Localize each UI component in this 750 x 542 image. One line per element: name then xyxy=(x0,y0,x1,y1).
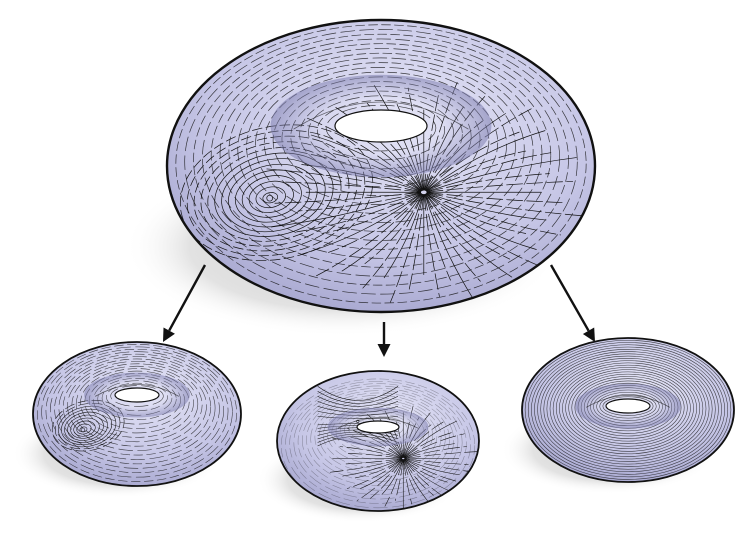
curl-torus xyxy=(32,341,242,487)
torus-hole xyxy=(334,109,428,143)
center-singularity xyxy=(266,194,274,202)
main-torus xyxy=(165,18,597,314)
arrow-to-curl xyxy=(163,264,207,342)
torus-hole xyxy=(356,420,400,434)
arrow-to-gradient xyxy=(377,322,391,357)
torus-hole xyxy=(605,398,651,414)
center-singularity xyxy=(80,427,86,432)
gradient-torus xyxy=(276,370,480,512)
harmonic-torus xyxy=(521,337,735,483)
arrow-to-harmonic xyxy=(549,264,595,342)
torus-hole xyxy=(114,387,160,403)
